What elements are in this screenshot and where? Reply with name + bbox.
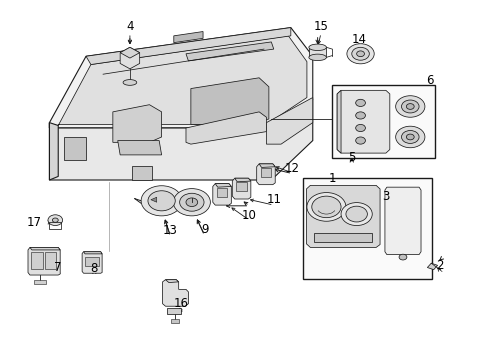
Text: 5: 5 — [347, 151, 355, 164]
Circle shape — [141, 186, 182, 216]
Circle shape — [355, 112, 365, 119]
Circle shape — [401, 100, 418, 113]
Circle shape — [52, 218, 58, 222]
Bar — [216, 188, 227, 197]
Polygon shape — [256, 164, 275, 185]
Text: 7: 7 — [54, 261, 62, 274]
Polygon shape — [132, 166, 152, 180]
Bar — [331, 85, 434, 158]
Circle shape — [48, 215, 62, 226]
Circle shape — [406, 104, 413, 109]
Polygon shape — [266, 98, 312, 144]
Text: 4: 4 — [126, 20, 133, 33]
Text: 10: 10 — [242, 209, 256, 222]
Bar — [171, 319, 179, 323]
Circle shape — [355, 137, 365, 144]
Bar — [85, 257, 99, 266]
Circle shape — [346, 44, 373, 64]
Bar — [31, 252, 42, 269]
Circle shape — [356, 51, 364, 57]
Polygon shape — [427, 263, 437, 270]
Text: 14: 14 — [351, 33, 366, 46]
Polygon shape — [190, 78, 268, 125]
Bar — [34, 280, 45, 284]
Polygon shape — [30, 247, 60, 250]
Text: 16: 16 — [173, 297, 188, 310]
Polygon shape — [113, 105, 161, 142]
Ellipse shape — [308, 54, 326, 60]
Bar — [236, 182, 246, 191]
Polygon shape — [185, 42, 273, 61]
Text: 2: 2 — [435, 259, 443, 272]
Polygon shape — [384, 187, 420, 255]
Text: 15: 15 — [313, 20, 328, 33]
Polygon shape — [86, 28, 290, 64]
Circle shape — [395, 96, 424, 117]
Polygon shape — [165, 280, 178, 283]
Polygon shape — [215, 184, 231, 187]
Text: 13: 13 — [163, 224, 178, 237]
Text: 17: 17 — [26, 216, 41, 229]
Bar — [260, 168, 271, 177]
Circle shape — [395, 126, 424, 148]
Polygon shape — [64, 137, 86, 160]
Circle shape — [355, 125, 365, 132]
Circle shape — [179, 193, 203, 211]
Polygon shape — [212, 184, 231, 205]
Polygon shape — [234, 178, 250, 182]
Ellipse shape — [123, 80, 137, 85]
Polygon shape — [308, 47, 326, 57]
Circle shape — [406, 134, 413, 140]
Circle shape — [351, 47, 368, 60]
Polygon shape — [49, 123, 58, 180]
Polygon shape — [336, 90, 389, 153]
Bar — [167, 308, 181, 314]
Polygon shape — [49, 28, 312, 128]
Polygon shape — [306, 185, 379, 247]
Ellipse shape — [308, 44, 326, 50]
Polygon shape — [162, 280, 188, 306]
Text: 12: 12 — [284, 162, 299, 175]
Text: 9: 9 — [201, 223, 208, 236]
Polygon shape — [173, 32, 203, 42]
Bar — [303, 178, 431, 279]
Circle shape — [311, 196, 340, 218]
Polygon shape — [151, 197, 157, 202]
Text: 3: 3 — [382, 190, 389, 203]
Polygon shape — [83, 252, 102, 254]
Circle shape — [398, 254, 406, 260]
Polygon shape — [58, 36, 306, 126]
Text: 6: 6 — [425, 74, 433, 87]
Circle shape — [306, 193, 345, 221]
Circle shape — [401, 131, 418, 143]
Polygon shape — [49, 99, 312, 180]
Circle shape — [185, 198, 197, 207]
Bar — [49, 222, 61, 229]
Polygon shape — [232, 178, 250, 199]
Circle shape — [345, 206, 366, 222]
Circle shape — [173, 189, 210, 216]
Polygon shape — [336, 90, 340, 153]
Polygon shape — [118, 140, 161, 155]
Circle shape — [148, 191, 175, 211]
Polygon shape — [120, 47, 140, 58]
Text: 11: 11 — [265, 193, 281, 206]
Circle shape — [355, 99, 365, 107]
Text: 8: 8 — [90, 262, 98, 275]
Circle shape — [340, 203, 371, 226]
Polygon shape — [82, 252, 102, 273]
Bar — [44, 252, 56, 269]
Polygon shape — [185, 112, 266, 144]
Polygon shape — [28, 247, 60, 275]
Bar — [314, 233, 371, 242]
Polygon shape — [259, 164, 275, 167]
Polygon shape — [120, 47, 140, 69]
Text: 1: 1 — [328, 172, 335, 185]
